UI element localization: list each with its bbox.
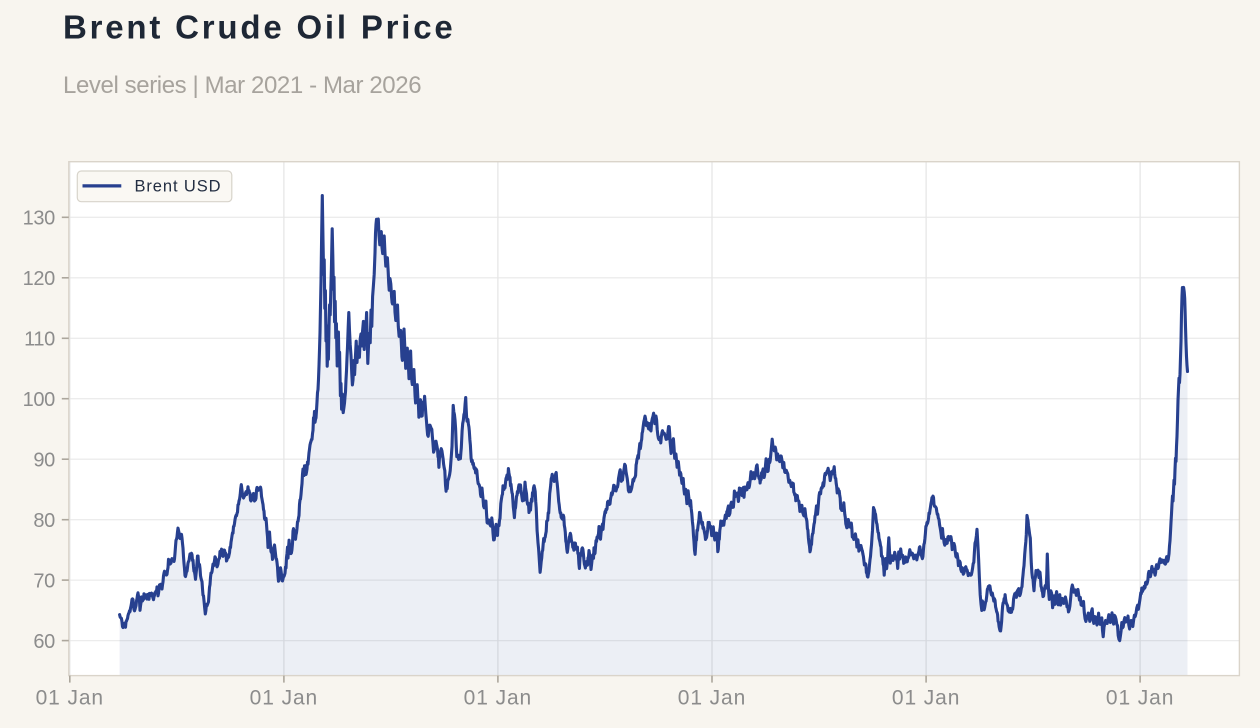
svg-text:120: 120 (23, 268, 55, 290)
svg-text:01 Jan: 01 Jan (250, 687, 318, 710)
svg-text:110: 110 (24, 329, 55, 351)
svg-text:130: 130 (23, 208, 55, 230)
svg-text:Brent USD: Brent USD (135, 177, 222, 195)
svg-text:70: 70 (33, 571, 55, 593)
svg-text:01 Jan: 01 Jan (1106, 687, 1174, 710)
svg-text:100: 100 (23, 389, 55, 411)
svg-text:Brent Crude Oil Price: Brent Crude Oil Price (63, 9, 456, 46)
svg-text:01 Jan: 01 Jan (36, 687, 104, 710)
svg-text:Level series | Mar 2021 - Mar: Level series | Mar 2021 - Mar 2026 (63, 72, 421, 99)
svg-text:90: 90 (33, 450, 55, 472)
svg-text:80: 80 (33, 510, 55, 532)
svg-text:60: 60 (33, 631, 55, 653)
svg-text:01 Jan: 01 Jan (464, 687, 532, 710)
svg-text:01 Jan: 01 Jan (678, 687, 746, 710)
svg-text:01 Jan: 01 Jan (892, 687, 960, 710)
